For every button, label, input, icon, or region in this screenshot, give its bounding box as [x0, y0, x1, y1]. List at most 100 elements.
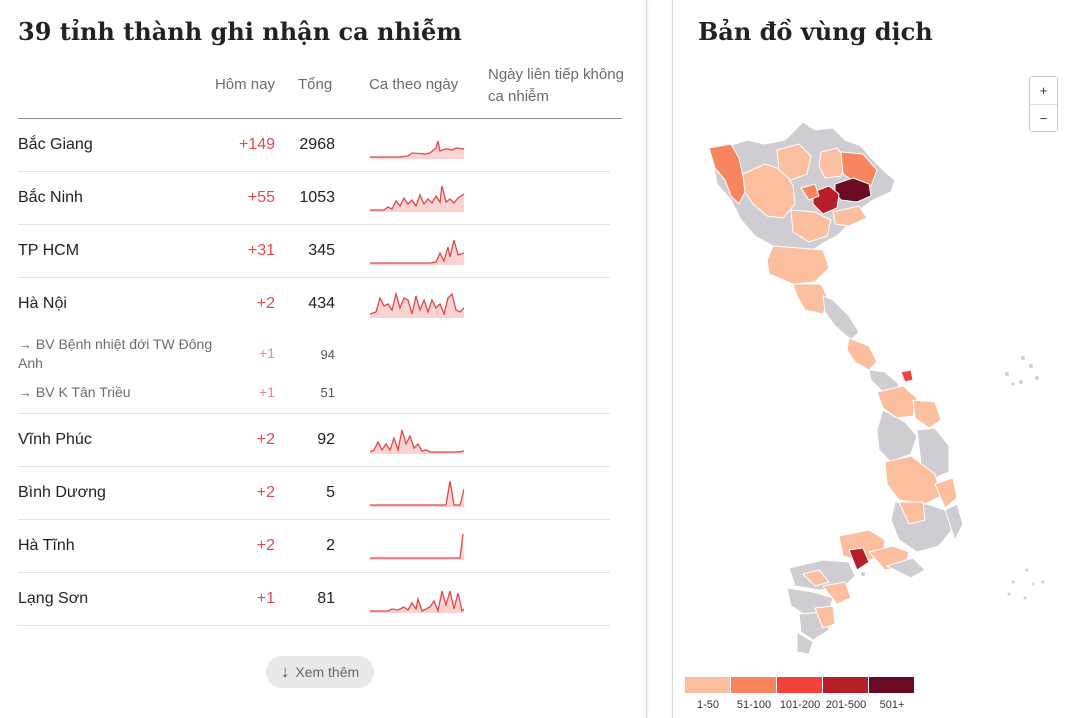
show-more-button[interactable]: ↓ Xem thêm — [266, 656, 374, 688]
paracel-islands — [1005, 356, 1039, 386]
map-region — [802, 569, 830, 587]
map-region — [884, 455, 942, 505]
map-region — [898, 501, 926, 525]
province-name: TP HCM — [18, 242, 80, 259]
map-region — [822, 581, 852, 605]
table-header: Hôm nay Tổng Ca theo ngày Ngày liên tiếp… — [18, 62, 624, 119]
today-count: +2 — [256, 537, 275, 554]
zoom-in-button[interactable]: + — [1030, 77, 1057, 104]
map-region — [776, 143, 812, 181]
today-count: +2 — [256, 484, 275, 501]
legend-label: 101-200 — [779, 699, 821, 711]
island — [861, 572, 865, 576]
map-region — [742, 163, 796, 219]
cluster-today: +1 — [259, 345, 275, 361]
map-region — [876, 385, 918, 419]
daily-sparkline — [370, 239, 464, 265]
total-count: 345 — [308, 242, 335, 259]
table-row[interactable]: Bắc Giang +149 2968 — [18, 119, 610, 172]
today-count: +2 — [256, 295, 275, 312]
vietnam-map[interactable] — [673, 100, 1066, 660]
legend-swatch — [777, 677, 822, 693]
map-region — [912, 399, 942, 429]
zoom-control: + − — [1029, 76, 1058, 132]
table-row[interactable]: TP HCM +31 345 — [18, 225, 610, 278]
today-count: +149 — [238, 136, 275, 153]
legend-swatch — [823, 677, 868, 693]
table-row[interactable]: Vĩnh Phúc +2 92 — [18, 414, 610, 467]
daily-sparkline — [370, 429, 464, 454]
map-panel: Bản đồ vùng dịch + − — [672, 0, 1066, 718]
today-count: +55 — [247, 189, 275, 206]
province-name: Hà Nội — [18, 295, 67, 312]
map-region — [832, 205, 868, 227]
province-name: Bắc Giang — [18, 136, 93, 153]
legend-label: 1-50 — [696, 699, 720, 711]
total-count: 2 — [326, 537, 335, 554]
table-title: 39 tỉnh thành ghi nhận ca nhiễm — [18, 17, 462, 46]
cluster-today: +1 — [259, 384, 275, 400]
map-region — [840, 151, 878, 187]
map-region — [814, 605, 836, 629]
header-total[interactable]: Tổng — [298, 76, 333, 93]
show-more-label: Xem thêm — [295, 664, 360, 680]
map-region — [800, 183, 820, 201]
list-item: → BV Bệnh nhiệt đới TW Đông Anh +1 94 — [18, 335, 610, 375]
total-count: 5 — [326, 484, 335, 501]
map-region — [848, 547, 870, 571]
map-region — [792, 283, 830, 315]
spratly-islands — [1007, 568, 1045, 600]
daily-sparkline — [370, 480, 464, 507]
table-row[interactable]: Hà Tĩnh +2 2 — [18, 520, 610, 573]
legend-label: 501+ — [879, 699, 905, 711]
arrow-down-icon: ↓ — [280, 662, 290, 681]
legend-label: 201-500 — [825, 699, 867, 711]
province-name: Bắc Ninh — [18, 189, 83, 206]
header-streak[interactable]: Ngày liên tiếp không ca nhiễm — [488, 66, 624, 105]
map-region — [944, 503, 964, 541]
table-row[interactable]: Lạng Sơn +1 81 — [18, 573, 610, 626]
daily-sparkline — [370, 140, 464, 159]
map-title: Bản đồ vùng dịch — [698, 17, 933, 46]
table-row[interactable]: Hà Nội +2 434 — [18, 278, 610, 328]
province-name: Lạng Sơn — [18, 590, 89, 607]
map-region — [790, 209, 832, 243]
today-count: +31 — [247, 242, 275, 259]
cluster-total: 51 — [320, 385, 335, 400]
header-today[interactable]: Hôm nay — [214, 76, 275, 93]
daily-sparkline — [370, 291, 464, 318]
map-region — [900, 369, 914, 383]
map-region — [886, 557, 926, 579]
list-item: → BV K Tân Triều +1 51 — [18, 382, 610, 414]
map-region — [846, 337, 878, 371]
cases-table-panel: 39 tỉnh thành ghi nhận ca nhiễm Hôm nay … — [18, 0, 647, 718]
legend-swatch — [731, 677, 776, 693]
map-region — [818, 147, 848, 179]
zoom-out-button[interactable]: − — [1030, 104, 1057, 131]
table-row[interactable]: Bắc Ninh +55 1053 — [18, 172, 610, 225]
map-region — [812, 185, 840, 215]
total-count: 81 — [317, 590, 335, 607]
today-count: +1 — [256, 590, 275, 607]
cluster-name: → BV Bệnh nhiệt đới TW Đông Anh — [18, 336, 213, 371]
daily-sparkline — [370, 185, 464, 212]
map-region — [876, 409, 918, 463]
map-region — [796, 631, 814, 655]
legend-swatch — [685, 677, 730, 693]
province-name: Hà Tĩnh — [18, 537, 75, 554]
cluster-name: → BV K Tân Triều — [18, 384, 131, 400]
cluster-total: 94 — [320, 347, 335, 362]
legend-label: 51-100 — [736, 699, 772, 711]
header-daily: Ca theo ngày — [369, 76, 459, 93]
map-region — [708, 143, 746, 205]
total-count: 1053 — [299, 189, 335, 206]
map-region — [766, 245, 830, 285]
table-row[interactable]: Bình Dương +2 5 — [18, 467, 610, 520]
daily-sparkline — [370, 533, 464, 560]
total-count: 92 — [317, 431, 335, 448]
daily-sparkline — [370, 590, 464, 614]
province-name: Bình Dương — [18, 484, 106, 501]
total-count: 2968 — [299, 136, 335, 153]
map-region — [934, 477, 958, 509]
total-count: 434 — [308, 295, 335, 312]
